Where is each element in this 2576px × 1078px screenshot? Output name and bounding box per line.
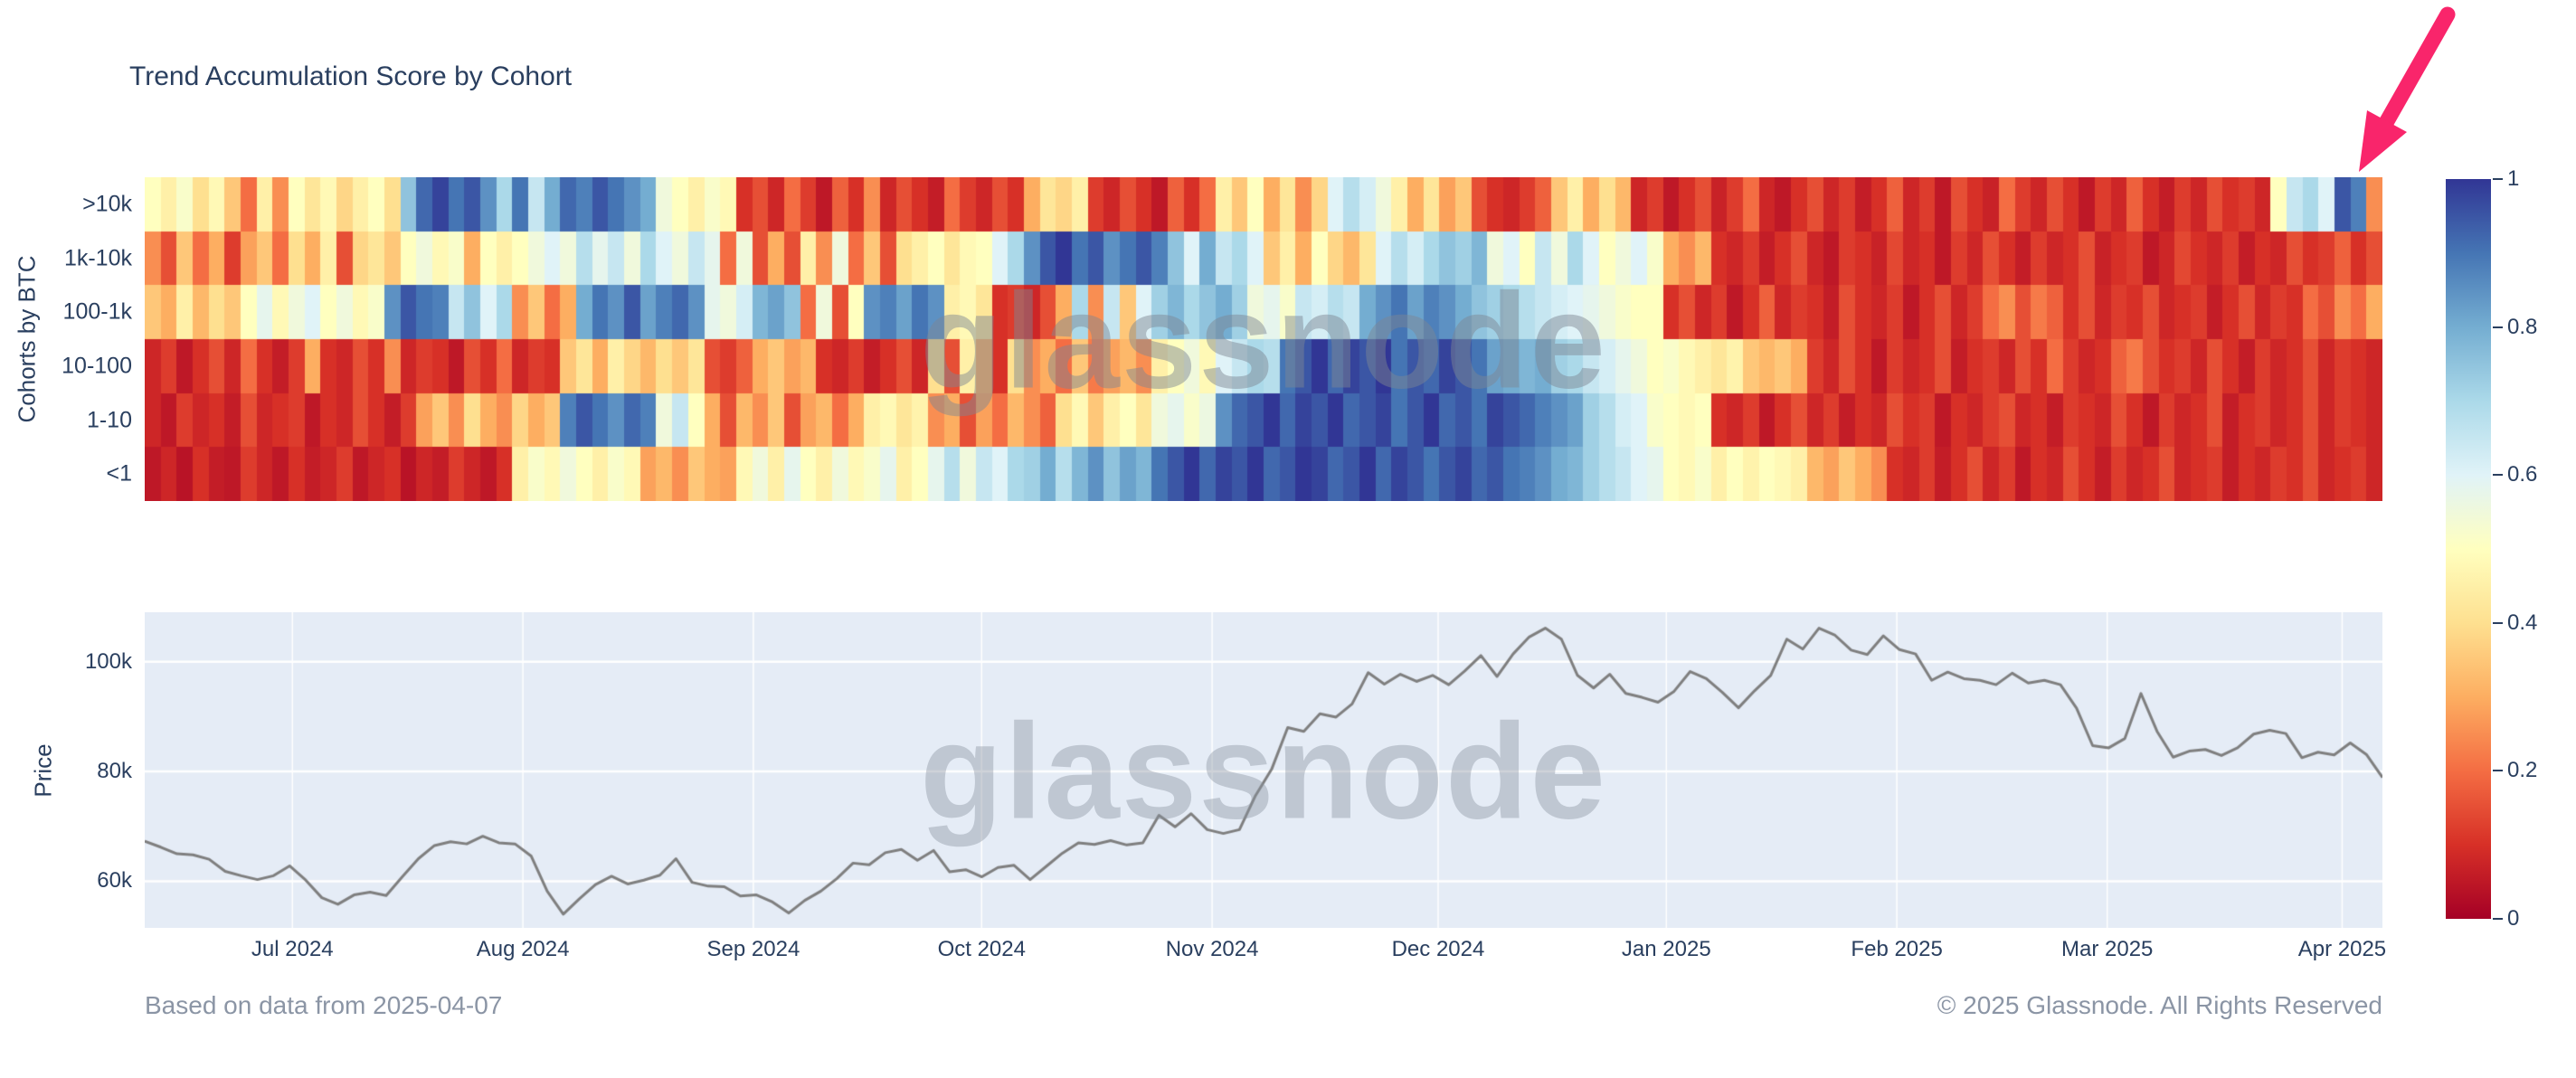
- heatmap-row-label: 1k-10k: [63, 245, 132, 270]
- colorbar-tick-mark: [2493, 474, 2503, 477]
- colorbar-tick-mark: [2493, 918, 2503, 920]
- x-axis-tick-label: Nov 2024: [1165, 937, 1259, 961]
- footer-copyright: © 2025 Glassnode. All Rights Reserved: [1937, 991, 2382, 1019]
- x-axis-tick-label: Feb 2025: [1851, 937, 1943, 961]
- price-y-tick-label: 60k: [97, 868, 132, 894]
- colorbar-tick-label: 0: [2507, 906, 2520, 931]
- colorbar-tick-mark: [2493, 621, 2503, 624]
- price-canvas[interactable]: [145, 612, 2382, 928]
- x-axis-tick-label: Mar 2025: [2060, 937, 2154, 961]
- x-axis-tick-label: Aug 2024: [476, 937, 570, 961]
- colorbar-tick-mark: [2493, 770, 2503, 772]
- colorbar-tick-mark: [2493, 326, 2503, 328]
- colorbar-tick-mark: [2493, 178, 2503, 180]
- colorbar-tick-label: 0.2: [2507, 758, 2538, 783]
- colorbar-tick-label: 0.4: [2507, 610, 2538, 635]
- x-axis-tick-label: Apr 2025: [2297, 937, 2387, 961]
- heatmap-row-label: 1-10: [86, 407, 132, 432]
- x-axis-tick-label: Jul 2024: [251, 937, 334, 961]
- price-y-tick-label: 80k: [97, 759, 132, 784]
- price-y-tick-label: 100k: [84, 648, 132, 674]
- heatmap-row-label: >10k: [82, 191, 132, 217]
- x-axis-tick-label: Dec 2024: [1391, 937, 1485, 961]
- x-axis-tick-label: Oct 2024: [937, 937, 1026, 961]
- colorbar-tick-label: 0.8: [2507, 314, 2538, 339]
- chart-title: Trend Accumulation Score by Cohort: [129, 61, 573, 91]
- colorbar-tick-label: 0.6: [2507, 462, 2538, 487]
- footer-data-note: Based on data from 2025-04-07: [145, 991, 503, 1019]
- x-axis-tick-label: Sep 2024: [706, 937, 800, 961]
- colorbar-gradient: [2446, 179, 2491, 919]
- heatmap-row-label: <1: [106, 460, 132, 487]
- colorbar-tick-label: 1: [2507, 166, 2520, 191]
- heatmap-row-label: 100-1k: [62, 298, 132, 325]
- heatmap-y-axis-title: Cohorts by BTC: [13, 255, 41, 423]
- x-axis-tick-label: Jan 2025: [1621, 937, 1711, 961]
- annotation-arrow-icon: [2359, 6, 2456, 172]
- heatmap-canvas[interactable]: [145, 177, 2382, 501]
- heatmap-row-label: 10-100: [62, 353, 132, 379]
